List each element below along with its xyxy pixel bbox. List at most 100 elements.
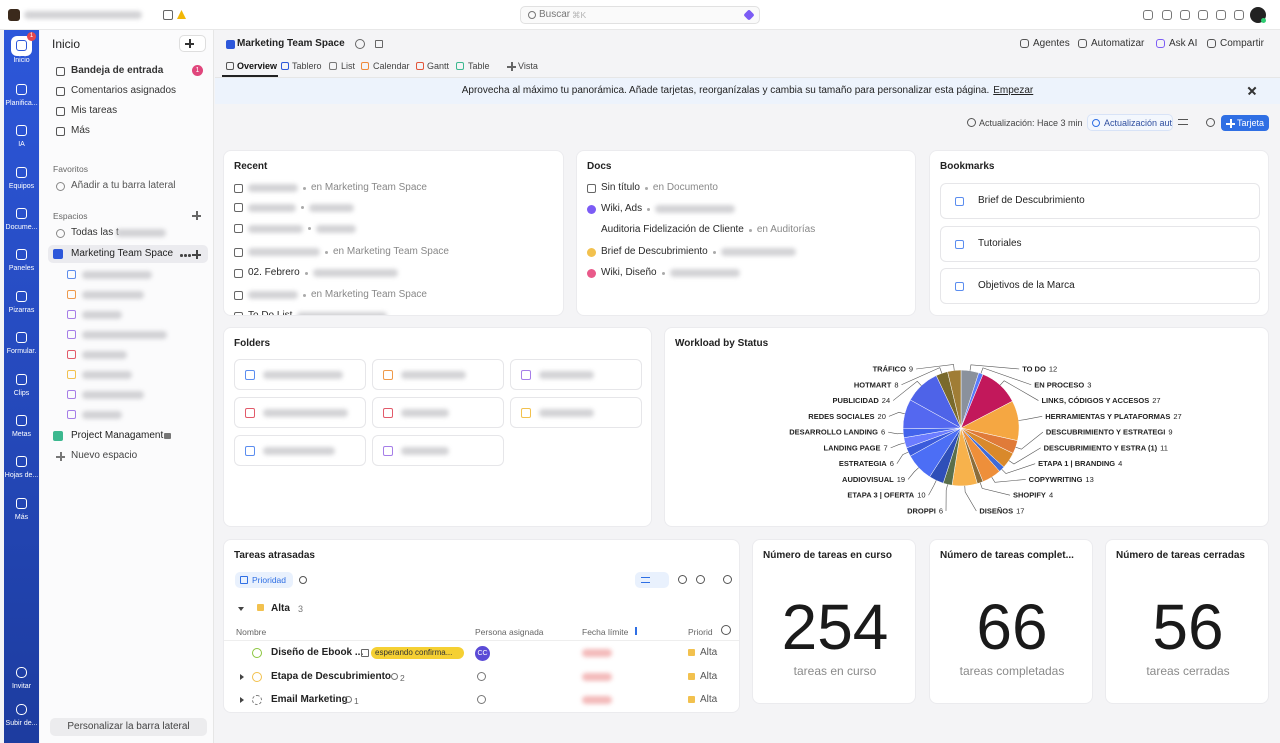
tab[interactable]: Gantt — [427, 61, 450, 71]
folder-tile[interactable] — [372, 397, 504, 428]
separator-dot — [304, 271, 308, 275]
rail-label[interactable]: Paneles — [8, 265, 35, 272]
tab[interactable]: List — [341, 61, 356, 71]
bookmark[interactable]: Brief de Descubrimiento — [940, 183, 1260, 219]
folder-tile[interactable] — [234, 359, 366, 390]
list-row[interactable]: Sin título en Documento — [587, 182, 718, 194]
list-row[interactable]: Wiki, Ads — [587, 203, 736, 215]
list-row[interactable] — [234, 203, 354, 212]
tab[interactable]: Overview — [237, 61, 278, 71]
icon — [383, 408, 393, 418]
rail-label[interactable]: Clips — [13, 390, 30, 397]
folder-tile[interactable] — [234, 435, 366, 466]
rail-label[interactable]: Inicio — [13, 57, 30, 64]
ai-icon — [743, 9, 755, 21]
list-row[interactable]: Auditoria Fidelización de Cliente en Audi… — [587, 224, 815, 236]
icon — [56, 229, 65, 238]
priority-filter[interactable]: Prioridad — [235, 572, 293, 588]
redacted-text — [82, 411, 122, 419]
slice-value: 24 — [882, 396, 890, 405]
nav-item[interactable]: Más — [71, 125, 90, 136]
bookmark[interactable]: Objetivos de la Marca — [940, 268, 1260, 304]
list-row[interactable]: Wiki, Diseño — [587, 267, 740, 279]
header-action[interactable]: Agentes — [1033, 38, 1070, 49]
icon — [67, 310, 76, 319]
banner-link[interactable]: Empezar — [993, 85, 1034, 96]
folder-tile[interactable] — [372, 359, 504, 390]
header-action[interactable]: Compartir — [1220, 38, 1264, 49]
redacted-text — [248, 291, 298, 299]
list-row[interactable] — [234, 224, 356, 233]
rail-label[interactable]: Docume... — [5, 224, 38, 231]
rail-label[interactable]: Planifica... — [5, 100, 38, 107]
icon — [696, 575, 705, 584]
tab[interactable]: Tablero — [292, 61, 322, 71]
all-tasks[interactable]: Todas las t — [71, 227, 119, 238]
list-row[interactable]: en Marketing Team Space — [234, 289, 427, 301]
new-space[interactable]: Nuevo espacio — [71, 450, 138, 461]
nav-item[interactable]: Mis tareas — [71, 105, 118, 116]
customize-sidebar[interactable]: Personalizar la barra lateral — [50, 718, 207, 736]
rail-label[interactable]: Pizarras — [8, 307, 35, 314]
rail-label[interactable]: Hojas de... — [4, 472, 39, 479]
icon — [16, 40, 27, 51]
icon — [180, 254, 183, 257]
rail-label[interactable]: IA — [18, 141, 25, 148]
tab[interactable]: Vista — [518, 61, 538, 71]
sidebar-title: Inicio — [52, 37, 81, 51]
bookmark[interactable]: Tutoriales — [940, 225, 1260, 262]
slice-name: TO DO — [1022, 365, 1046, 374]
rail-label[interactable]: Subir de... — [5, 720, 38, 727]
task-name[interactable]: Diseño de Ebook ... — [271, 647, 364, 658]
rail-label[interactable]: Metas — [11, 431, 32, 438]
slice-value: 27 — [1173, 412, 1181, 421]
icon — [67, 270, 76, 279]
icon — [16, 498, 27, 509]
rail-label[interactable]: Más — [14, 514, 29, 521]
nav-item[interactable]: Comentarios asignados — [71, 85, 177, 96]
rail-label[interactable]: Formular. — [6, 348, 37, 355]
list-row[interactable]: To Do List — [234, 310, 388, 315]
rail-label[interactable]: Equipos — [8, 183, 35, 190]
task-name[interactable]: Email Marketing — [271, 694, 348, 705]
task-name[interactable]: Etapa de Descubrimiento — [271, 671, 392, 682]
priority-flag — [688, 696, 695, 703]
list-row[interactable]: Brief de Descubrimiento — [587, 246, 796, 258]
active-filter[interactable] — [635, 572, 669, 588]
space-name[interactable]: Project Managament — [71, 430, 164, 441]
list-row[interactable]: en Marketing Team Space — [234, 246, 449, 258]
add-card-button[interactable]: Tarjeta — [1221, 115, 1269, 131]
list-row[interactable]: en Marketing Team Space — [234, 182, 427, 194]
folder-tile[interactable] — [510, 397, 642, 428]
rail-label[interactable]: Invitar — [11, 683, 32, 690]
header-action[interactable]: Automatizar — [1091, 38, 1145, 49]
folder-tile[interactable] — [372, 435, 504, 466]
slice-value: 6 — [890, 459, 894, 468]
leader-line — [892, 380, 922, 401]
column-header[interactable]: Nombre — [236, 627, 267, 637]
redacted-text — [539, 409, 594, 417]
pie-slice — [947, 369, 962, 429]
nav-item[interactable]: Bandeja de entrada — [71, 65, 164, 76]
redacted-text — [401, 371, 466, 379]
slice-label: ESTRATEGIA 6 — [839, 459, 894, 468]
search-box[interactable]: Buscar ⌘K — [520, 6, 760, 24]
tab[interactable]: Table — [468, 61, 490, 71]
tab[interactable]: Calendar — [373, 61, 410, 71]
icon — [955, 239, 964, 249]
icon — [240, 576, 248, 584]
leader-line — [916, 364, 955, 371]
add-favorite[interactable]: Añadir a tu barra lateral — [71, 180, 176, 191]
header-action[interactable]: Ask AI — [1169, 38, 1198, 49]
list-row[interactable]: 02. Febrero — [234, 267, 398, 279]
space-name[interactable]: Marketing Team Space — [71, 248, 174, 259]
column-header[interactable]: Fecha límite — [582, 627, 629, 637]
page-title[interactable]: Marketing Team Space — [237, 38, 345, 49]
auto-refresh[interactable]: Actualización auto — [1087, 114, 1173, 131]
folder-tile[interactable] — [510, 359, 642, 390]
new-button[interactable] — [179, 35, 206, 52]
folder-tile[interactable] — [234, 397, 366, 428]
column-header[interactable]: Priorid — [688, 627, 713, 637]
column-header[interactable]: Persona asignada — [475, 627, 544, 637]
icon — [1198, 10, 1208, 20]
